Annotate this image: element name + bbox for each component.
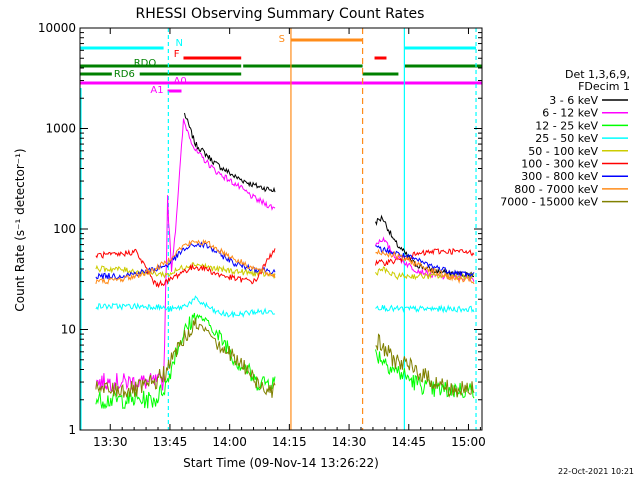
flag-label-RD6: RD6	[114, 69, 135, 80]
series-line-7-0	[95, 238, 276, 285]
flag-label-RDO: RDO	[134, 58, 157, 69]
series-line-8-1	[375, 333, 475, 398]
legend-label-2: 12 - 25 keV	[535, 119, 598, 132]
series-line-3-0	[95, 295, 276, 318]
legend-label-6: 300 - 800 keV	[521, 170, 598, 183]
y-tick-label-1: 10	[61, 323, 76, 337]
x-tick-label-5: 14:45	[391, 435, 426, 449]
series-line-5-1	[375, 247, 475, 266]
y-axis-ticks: 1 10 100 1000 10000	[38, 21, 482, 437]
y-tick-label-2: 100	[53, 222, 76, 236]
legend-header-0: Det 1,3,6,9,	[565, 68, 630, 81]
flag-label-A1: A1	[150, 85, 163, 96]
x-tick-label-2: 14:00	[212, 435, 247, 449]
series-line-6-1	[375, 245, 475, 278]
legend-label-4: 50 - 100 keV	[528, 145, 598, 158]
legend-header-1: FDecim 1	[578, 80, 630, 93]
legend-label-0: 3 - 6 keV	[549, 94, 598, 107]
y-tick-label-4: 10000	[38, 21, 76, 35]
series-line-5-0	[95, 248, 276, 289]
series-line-8-0	[95, 317, 276, 398]
x-tick-label-0: 13:30	[93, 435, 128, 449]
x-tick-label-6: 15:00	[451, 435, 486, 449]
chart-title: RHESSI Observing Summary Count Rates	[136, 6, 425, 22]
x-tick-label-1: 13:45	[153, 435, 188, 449]
series-line-4-0	[95, 262, 276, 280]
legend-label-3: 25 - 50 keV	[535, 132, 598, 145]
series-line-3-1	[375, 304, 475, 314]
y-tick-label-3: 1000	[45, 122, 76, 136]
legend-label-8: 7000 - 15000 keV	[500, 196, 598, 209]
date-stamp: 22-Oct-2021 10:21	[558, 467, 634, 476]
series-line-4-1	[375, 266, 475, 281]
legend-label-1: 6 - 12 keV	[542, 107, 598, 120]
x-tick-label-4: 14:30	[332, 435, 367, 449]
flag-label-S: S	[279, 34, 285, 45]
x-tick-label-3: 14:15	[272, 435, 307, 449]
y-tick-label-0: 1	[68, 423, 76, 437]
legend-label-5: 100 - 300 keV	[521, 158, 598, 171]
series-line-7-1	[375, 248, 475, 285]
flag-label-N: N	[176, 38, 183, 49]
x-axis-ticks: 13:30 13:45 14:00 14:15 14:30 14:45 15:00	[93, 28, 486, 449]
flag-label-F: F	[174, 49, 180, 60]
series-line-0-0	[184, 112, 276, 193]
legend-label-7: 800 - 7000 keV	[514, 183, 598, 196]
x-axis-label: Start Time (09-Nov-14 13:26:22)	[183, 456, 379, 470]
plot-frame	[79, 27, 483, 431]
series-line-6-0	[95, 241, 276, 280]
series-line-1-0	[95, 118, 276, 392]
series-lines	[95, 112, 475, 410]
y-axis-label: Count Rate (s⁻¹ detector⁻¹)	[13, 148, 27, 311]
flag-label-A0: A0	[174, 76, 187, 87]
series-line-2-0	[95, 312, 276, 410]
